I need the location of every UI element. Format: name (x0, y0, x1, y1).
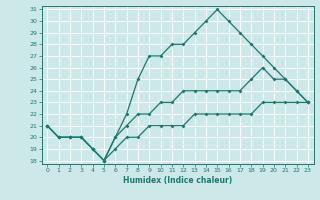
X-axis label: Humidex (Indice chaleur): Humidex (Indice chaleur) (123, 176, 232, 185)
